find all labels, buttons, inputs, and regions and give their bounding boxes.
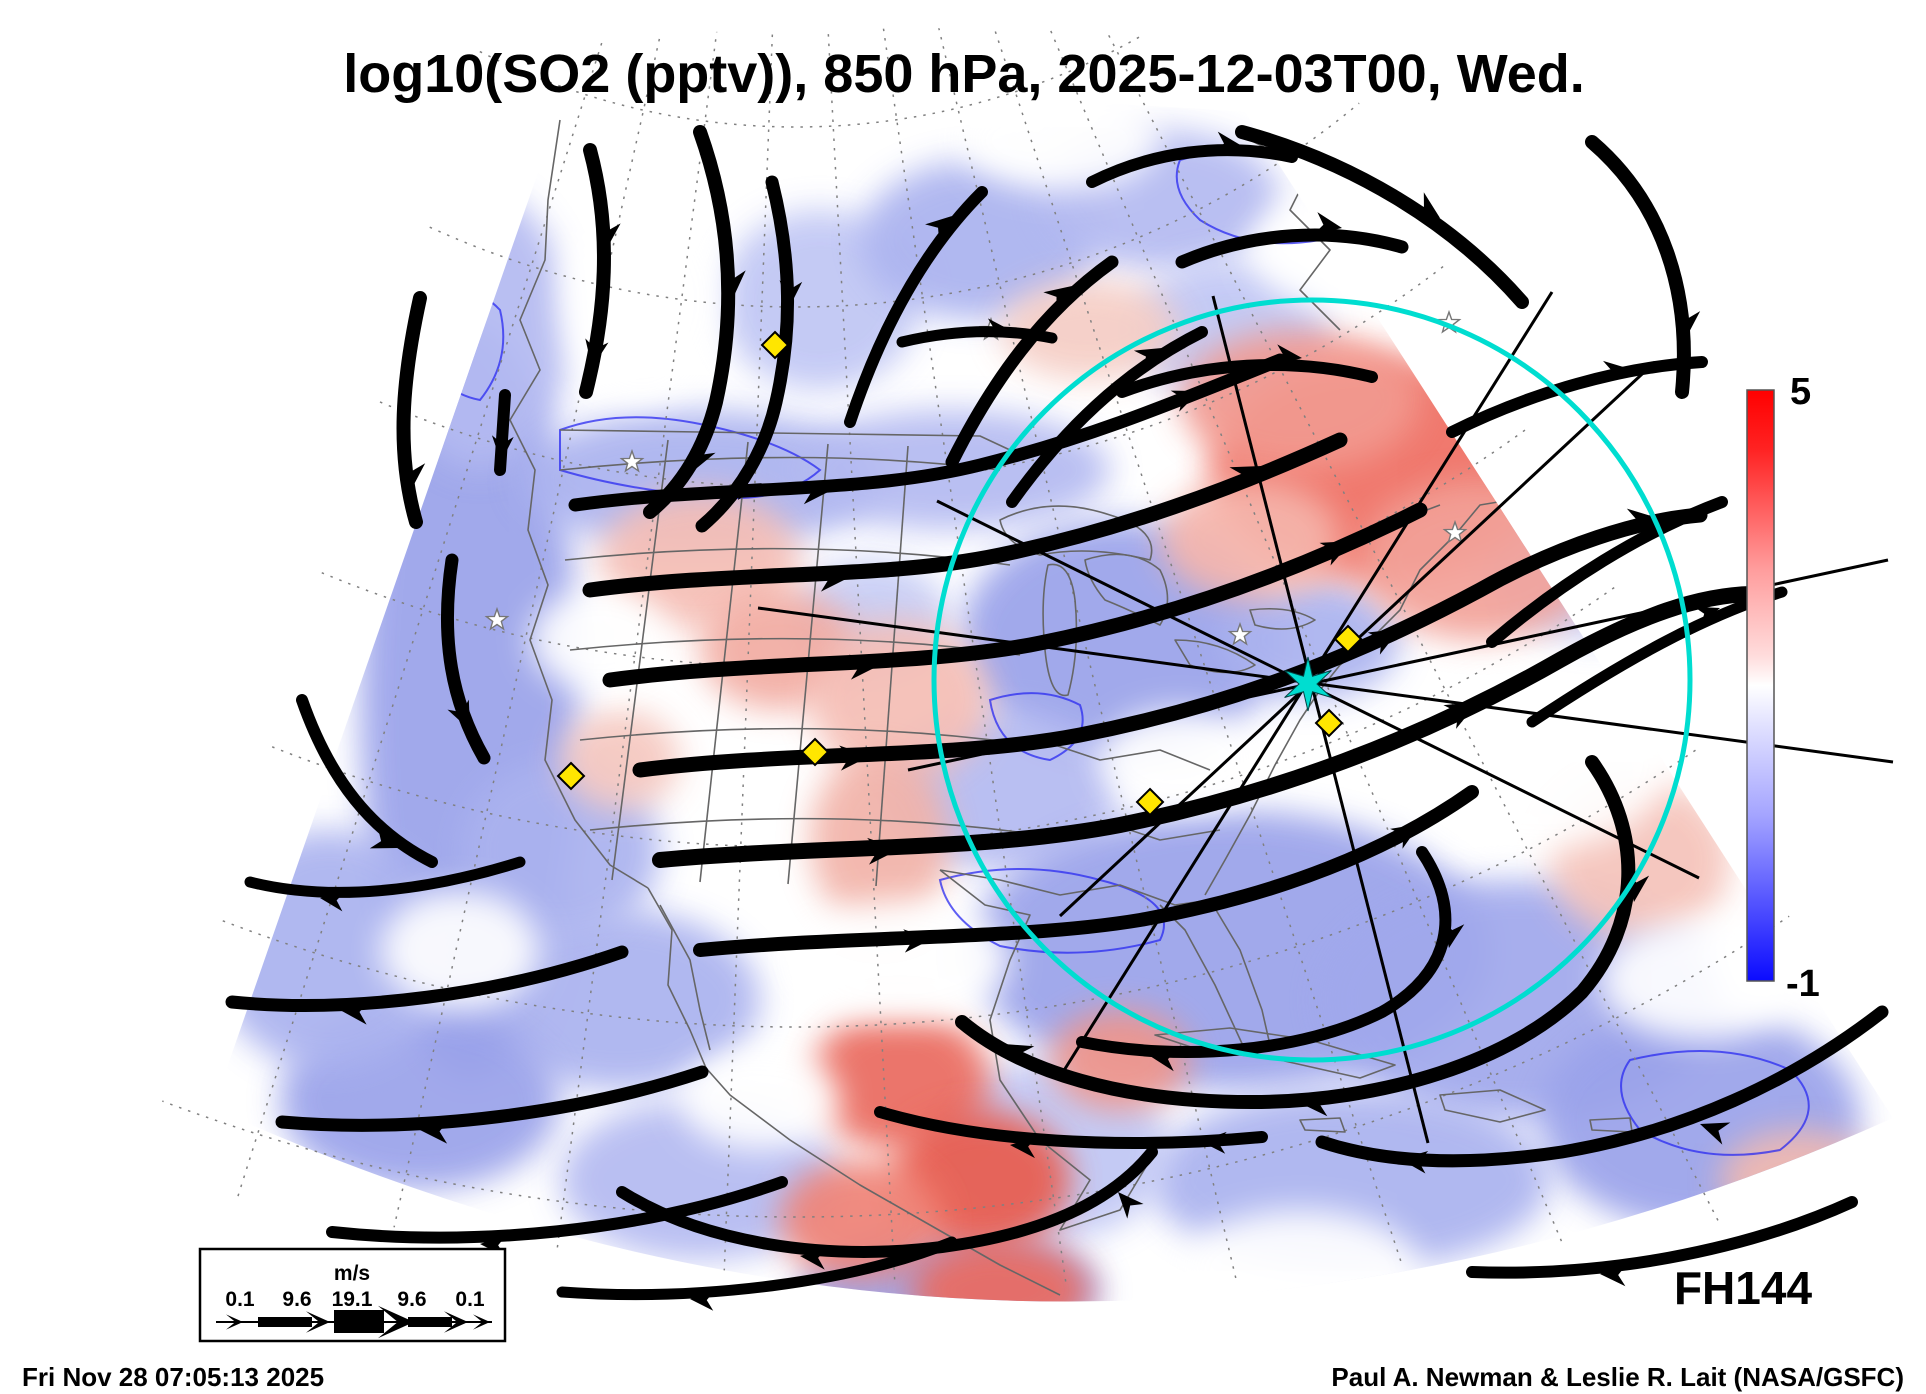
site-diamond-markers (556, 330, 1363, 817)
colorbar: 5 -1 (1746, 371, 1820, 1005)
legend-unit-label: m/s (334, 1262, 370, 1285)
range-ring-circle (931, 297, 1693, 1063)
generated-timestamp: Fri Nov 28 07:05:13 2025 (22, 1362, 324, 1392)
colorbar-min-label: -1 (1786, 963, 1820, 1005)
forecast-hour-label: FH144 (1674, 1262, 1812, 1314)
legend-speed-1: 9.6 (282, 1288, 311, 1311)
legend-speed-4: 0.1 (455, 1288, 485, 1311)
legend-arrow-scale-icon (216, 1305, 492, 1339)
center-star-icon (1284, 656, 1332, 712)
legend-speed-0: 0.1 (225, 1288, 255, 1311)
colorbar-max-label: 5 (1790, 371, 1811, 413)
colorbar-gradient (1746, 389, 1775, 982)
legend-speed-2: 19.1 (332, 1288, 373, 1311)
wind-streamlines (225, 125, 1889, 1311)
legend-speed-3: 9.6 (397, 1288, 426, 1311)
wind-speed-legend: m/s 0.1 9.6 19.1 9.6 0.1 (198, 1247, 507, 1343)
page-title: log10(SO2 (pptv)), 850 hPa, 2025-12-03T0… (343, 44, 1584, 104)
credit-text: Paul A. Newman & Leslie R. Lait (NASA/GS… (1331, 1362, 1904, 1392)
